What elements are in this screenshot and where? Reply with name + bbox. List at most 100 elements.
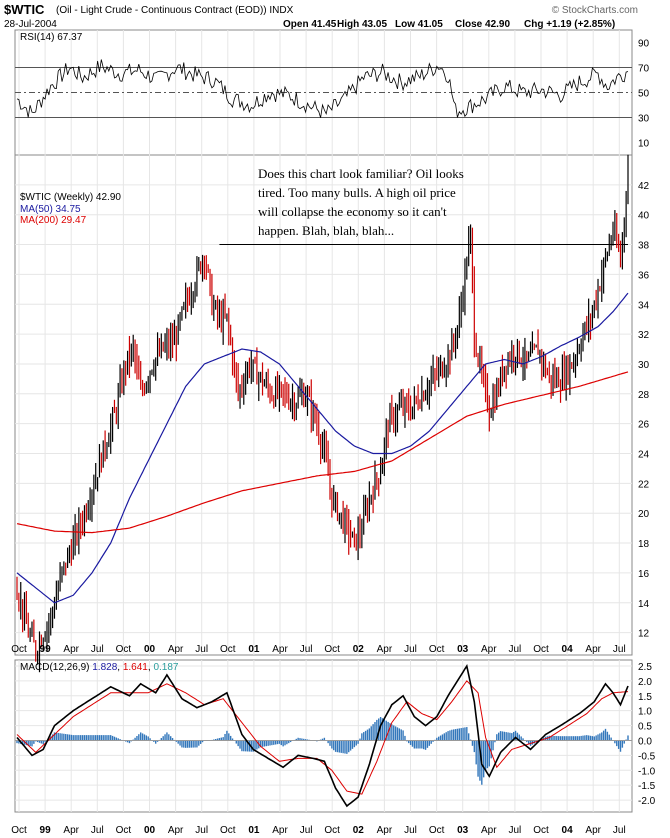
annotation-line-4: happen. Blah, blah, blah... [258, 223, 394, 238]
close-value: Close 42.90 [455, 19, 510, 30]
x-axis-label: 99 [40, 644, 52, 655]
x-axis-label: Oct [116, 825, 132, 836]
price-tick: 22 [638, 479, 650, 490]
price-tick: 30 [638, 360, 650, 371]
x-axis-label: Oct [11, 644, 27, 655]
macd-tick: 1.5 [638, 692, 652, 703]
annotation-line-1: Does this chart look familiar? Oil looks [258, 166, 464, 181]
x-axis-label: Oct [11, 825, 27, 836]
change-value: Chg +1.19 (+2.85%) [524, 19, 615, 30]
ma50-line [16, 292, 629, 604]
x-axis-label: Apr [63, 825, 79, 836]
x-axis-label: Apr [377, 825, 393, 836]
x-axis-label: Oct [324, 825, 340, 836]
rsi-tick: 50 [638, 89, 650, 100]
price-tick: 18 [638, 539, 650, 550]
rsi-line [16, 59, 629, 118]
x-axis-label: Apr [585, 644, 601, 655]
rsi-tick: 10 [638, 139, 650, 150]
x-axis-label: Oct [220, 825, 236, 836]
price-tick: 32 [638, 330, 650, 341]
x-axis-label: Jul [195, 825, 208, 836]
symbol-description: (Oil - Light Crude - Continuous Contract… [56, 5, 294, 16]
rsi-legend: RSI(14) 67.37 [20, 32, 83, 43]
macd-tick: 2.5 [638, 662, 652, 673]
ma200-line [16, 371, 629, 534]
x-axis-label: Jul [91, 644, 104, 655]
macd-legend: MACD(12,26,9) 1.828, 1.641, 0.187 [20, 662, 179, 673]
x-axis-label: Jul [613, 825, 626, 836]
macd-tick: -1.0 [638, 766, 656, 777]
x-axis-label: Apr [481, 644, 497, 655]
chart-date: 28-Jul-2004 [4, 19, 57, 30]
x-axis-label: 03 [457, 825, 469, 836]
x-axis-label: Jul [509, 644, 522, 655]
open-value: Open 41.45 [283, 19, 337, 30]
signal-value: 1.641 [123, 662, 148, 673]
signal-line [16, 680, 629, 795]
x-axis-label: 99 [40, 825, 52, 836]
x-axis-label: Apr [272, 644, 288, 655]
price-tick: 16 [638, 569, 650, 580]
rsi-tick: 90 [638, 39, 650, 50]
price-tick: 36 [638, 270, 650, 281]
price-legend: $WTIC (Weekly) 42.90 [20, 192, 121, 203]
x-axis-label: Jul [300, 825, 313, 836]
x-axis-label: Apr [481, 825, 497, 836]
price-panel [14, 154, 633, 656]
x-axis-label: Jul [404, 825, 417, 836]
price-tick: 26 [638, 420, 650, 431]
x-axis-label: Apr [63, 644, 79, 655]
price-tick: 38 [638, 241, 650, 252]
x-axis-label: Oct [116, 644, 132, 655]
macd-value: 1.828 [92, 662, 117, 673]
ma50-legend: MA(50) 34.75 [20, 204, 81, 215]
x-axis-label: Oct [429, 825, 445, 836]
macd-line [16, 663, 629, 808]
macd-panel [14, 659, 633, 813]
axes: Oct Oct 99 99 Apr Apr Jul Jul Oct Oct 00 00 Apr Apr Ju… [11, 39, 655, 837]
x-axis-label: Jul [300, 644, 313, 655]
macd-tick: -1.5 [638, 781, 656, 792]
x-axis-label: 04 [562, 644, 574, 655]
rsi-tick: 30 [638, 114, 650, 125]
macd-tick: 0.0 [638, 736, 652, 747]
x-axis-label: 02 [353, 825, 365, 836]
rsi-tick: 70 [638, 64, 650, 75]
x-axis-label: 00 [144, 825, 156, 836]
price-tick: 28 [638, 390, 650, 401]
x-axis-label: Jul [613, 644, 626, 655]
annotation-line-2: tired. Too many bulls. A high oil price [258, 185, 456, 200]
x-axis-label: Oct [429, 644, 445, 655]
x-axis-label: Jul [509, 825, 522, 836]
x-axis-label: 02 [353, 644, 365, 655]
macd-plot [15, 663, 632, 808]
x-axis-label: 00 [144, 644, 156, 655]
price-plot [16, 154, 629, 673]
price-tick: 12 [638, 629, 650, 640]
x-axis-label: Jul [404, 644, 417, 655]
macd-tick: -0.5 [638, 751, 656, 762]
x-axis-label: Jul [91, 825, 104, 836]
x-axis-label: Apr [168, 825, 184, 836]
price-tick: 42 [638, 181, 650, 192]
stockcharts-watermark: © StockCharts.com [552, 5, 638, 16]
x-axis-label: 01 [248, 825, 260, 836]
high-value: High 43.05 [337, 19, 387, 30]
x-axis-label: 04 [562, 825, 574, 836]
annotation-line-3: will collapse the economy so it can't [258, 204, 447, 219]
price-tick: 40 [638, 211, 650, 222]
rsi-plot [15, 59, 632, 118]
macd-tick: -2.0 [638, 796, 656, 807]
ma200-legend: MA(200) 29.47 [20, 215, 87, 226]
macd-tick: 0.5 [638, 722, 652, 733]
price-tick: 14 [638, 599, 650, 610]
macd-tick: 2.0 [638, 677, 652, 688]
price-tick: 34 [638, 300, 650, 311]
symbol-title: $WTIC [4, 2, 45, 17]
x-axis-label: Apr [168, 644, 184, 655]
x-axis-label: 01 [248, 644, 260, 655]
x-axis-label: 03 [457, 644, 469, 655]
x-axis-label: Oct [533, 825, 549, 836]
